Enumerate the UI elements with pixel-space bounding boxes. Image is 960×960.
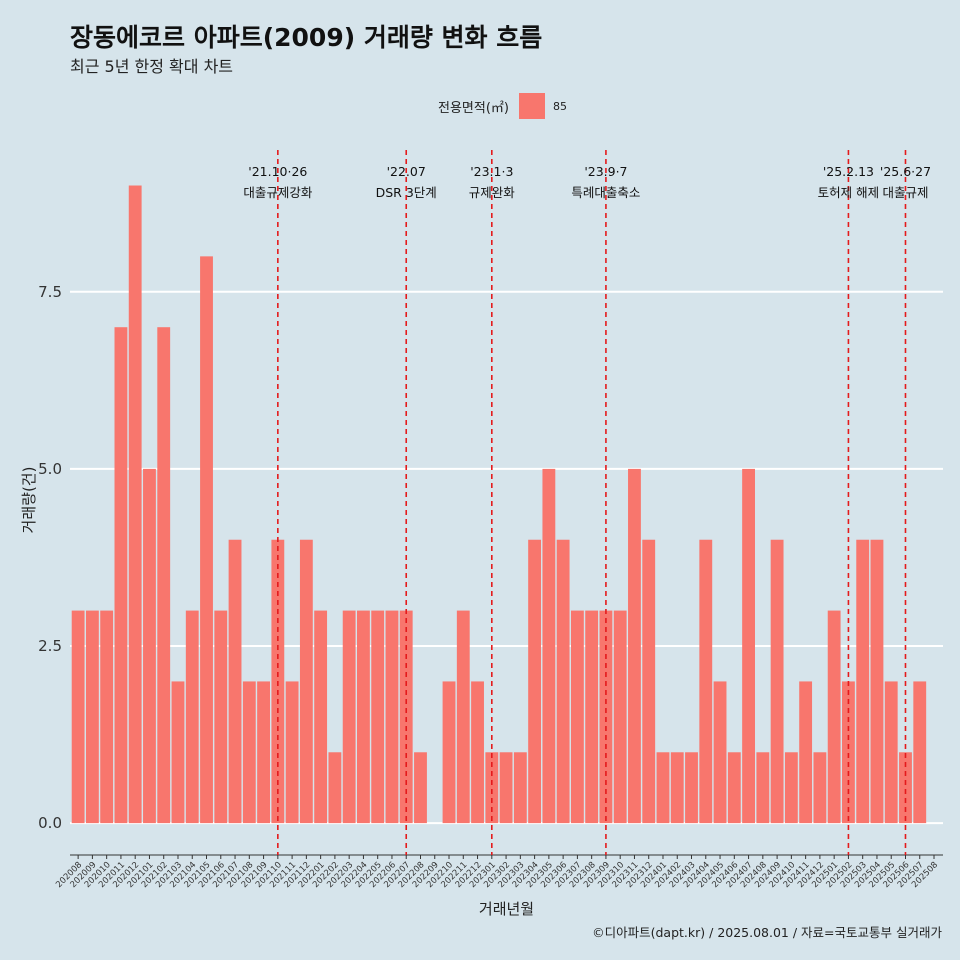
event-date-label: '22.07 xyxy=(387,164,426,179)
bar xyxy=(628,468,641,824)
bar xyxy=(842,681,855,824)
bar xyxy=(685,752,698,824)
y-axis-title: 거래량(건) xyxy=(20,467,38,534)
bar xyxy=(799,681,813,824)
x-axis-title: 거래년월 xyxy=(479,900,534,918)
event-name-label: 특례대출축소 xyxy=(571,185,640,200)
bar xyxy=(314,610,328,824)
bar xyxy=(485,752,499,824)
y-tick-label: 0.0 xyxy=(38,814,62,832)
event-date-label: '25.2.13 xyxy=(823,164,874,179)
bar xyxy=(285,681,299,824)
bar xyxy=(542,468,556,824)
bar xyxy=(200,256,213,824)
bar xyxy=(442,681,456,824)
bar xyxy=(357,610,370,824)
legend-swatch xyxy=(518,93,545,119)
event-name-label: 토허제 해제 xyxy=(818,185,879,200)
legend: 전용면적(㎡) 85 xyxy=(438,93,567,119)
event-date-label: '21.10·26 xyxy=(248,164,307,179)
bar xyxy=(770,539,784,824)
bar xyxy=(913,681,927,824)
bar xyxy=(699,539,713,824)
bar xyxy=(299,539,313,824)
bar xyxy=(185,610,199,824)
bar xyxy=(528,539,542,824)
bar xyxy=(727,752,741,824)
bar xyxy=(157,327,171,824)
bar xyxy=(784,752,798,824)
bar xyxy=(85,610,99,824)
bar xyxy=(399,610,413,824)
bar xyxy=(499,752,513,824)
bar xyxy=(100,610,114,824)
bar xyxy=(371,610,385,824)
bar xyxy=(813,752,827,824)
bar xyxy=(599,610,613,824)
chart-subtitle: 최근 5년 한정 확대 차트 xyxy=(70,57,234,76)
bar xyxy=(414,752,427,824)
bar xyxy=(556,539,570,824)
bar xyxy=(884,681,898,824)
event-name-label: 대출규제강화 xyxy=(243,185,313,200)
bar xyxy=(613,610,627,824)
bar xyxy=(471,681,484,824)
event-date-label: '23.1·3 xyxy=(470,164,513,179)
bar xyxy=(670,752,684,824)
bar xyxy=(114,327,128,824)
event-date-label: '25.6·27 xyxy=(880,164,931,179)
chart-title: 장동에코르 아파트(2009) 거래량 변화 흐름 xyxy=(70,23,543,52)
bar xyxy=(870,539,884,824)
bar xyxy=(656,752,670,824)
bar xyxy=(513,752,527,824)
y-tick-label: 5.0 xyxy=(38,460,62,478)
bar xyxy=(257,681,270,824)
event-name-label: 규제완화 xyxy=(469,185,516,200)
event-name-label: 대출규제 xyxy=(882,185,928,200)
y-tick-label: 7.5 xyxy=(38,283,62,301)
bar xyxy=(385,610,399,824)
bar xyxy=(827,610,841,824)
y-tick-label: 2.5 xyxy=(38,637,62,655)
bar xyxy=(456,610,470,824)
bar xyxy=(713,681,727,824)
bar xyxy=(642,539,656,824)
source-caption: ©디아파트(dapt.kr) / 2025.08.01 / 자료=국토교통부 실… xyxy=(592,925,942,940)
bar xyxy=(742,468,755,824)
bar xyxy=(328,752,342,824)
event-date-label: '23.9·7 xyxy=(584,164,627,179)
bar xyxy=(143,468,156,824)
bar xyxy=(342,610,356,824)
bar xyxy=(171,681,185,824)
legend-title: 전용면적(㎡) xyxy=(438,100,509,116)
bar xyxy=(71,610,85,824)
bar xyxy=(128,185,142,824)
legend-item-label: 85 xyxy=(552,99,567,113)
bar xyxy=(214,610,228,824)
bar xyxy=(585,610,599,824)
bar xyxy=(899,752,912,824)
bar xyxy=(570,610,584,824)
event-name-label: DSR 3단계 xyxy=(376,185,437,200)
bar xyxy=(856,539,870,824)
bar xyxy=(756,752,770,824)
bar xyxy=(228,539,242,824)
bar xyxy=(242,681,256,824)
